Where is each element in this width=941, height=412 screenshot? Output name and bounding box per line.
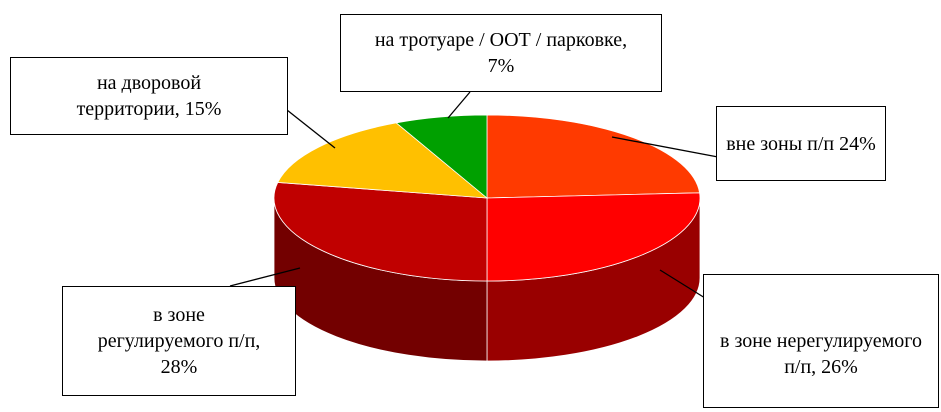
- pie-slice: [273, 182, 488, 282]
- pie-slice: [277, 122, 489, 199]
- data-label: вне зоны п/п 24%: [716, 106, 886, 181]
- leader-lines: [229, 91, 719, 299]
- leader-line: [447, 91, 471, 119]
- leader-line: [286, 109, 336, 149]
- data-label: в зоне нерегулируемого п/п, 26%: [703, 274, 939, 408]
- pie-slice: [486, 114, 701, 199]
- leader-line: [229, 267, 301, 287]
- pie-slice: [486, 192, 701, 282]
- data-label: в зоне регулируемого п/п, 28%: [62, 286, 296, 396]
- data-label: на дворовой территории, 15%: [10, 57, 288, 135]
- data-label: на тротуаре / ООТ / парковке, 7%: [340, 14, 662, 92]
- leader-line: [659, 269, 706, 299]
- pie-slice: [395, 114, 488, 199]
- leader-line: [611, 136, 719, 158]
